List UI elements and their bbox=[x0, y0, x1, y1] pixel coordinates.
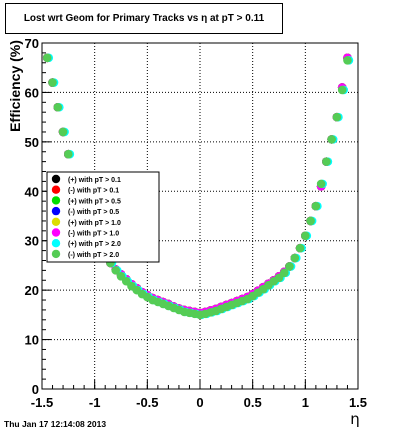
legend-entry: (-) with pT > 1.0 bbox=[51, 228, 119, 238]
data-point bbox=[279, 268, 289, 278]
legend-marker bbox=[51, 196, 61, 205]
legend-label: (-) with pT > 2.0 bbox=[68, 252, 119, 259]
legend-marker bbox=[51, 185, 61, 194]
legend-label: (-) with pT > 1.0 bbox=[68, 231, 119, 238]
chart-title: Lost wrt Geom for Primary Tracks vs η at… bbox=[5, 3, 283, 34]
data-point bbox=[322, 157, 331, 166]
legend-entry: (+) with pT > 0.1 bbox=[51, 174, 121, 184]
timestamp: Thu Jan 17 12:14:08 2013 bbox=[4, 419, 107, 429]
legend: (+) with pT > 0.1 (-) with pT > 0.1 (+) wi… bbox=[46, 171, 160, 263]
y-tick-label: 70 bbox=[25, 36, 39, 51]
grid bbox=[42, 43, 358, 389]
legend-marker bbox=[51, 174, 61, 184]
data-point bbox=[64, 149, 73, 159]
y-axis-label: Efficiency (%) bbox=[7, 40, 23, 132]
legend-entry: (-) with pT > 0.1 bbox=[51, 185, 119, 195]
x-tick-label: -1.5 bbox=[31, 395, 53, 410]
legend-box bbox=[46, 171, 160, 263]
chart-title-text: Lost wrt Geom for Primary Tracks vs η at… bbox=[23, 13, 265, 24]
data-point bbox=[58, 127, 68, 137]
x-tick-label: 0 bbox=[196, 395, 203, 410]
legend-entry: (-) with pT > 2.0 bbox=[51, 249, 119, 259]
data-point bbox=[48, 78, 57, 87]
legend-label: (+) with pT > 2.0 bbox=[68, 241, 121, 248]
axis-ticks bbox=[41, 42, 359, 390]
legend-entry: (+) with pT > 1.0 bbox=[51, 217, 121, 227]
tick-labels: -1.5 -1 -0.5 0 0.5 1 1.5 0 10 20 30 40 50 60 70 bbox=[25, 36, 368, 410]
data-point bbox=[295, 243, 305, 253]
x-tick-label: 1 bbox=[302, 395, 309, 410]
legend-label: (+) with pT > 0.5 bbox=[68, 198, 121, 205]
data-point bbox=[290, 253, 300, 263]
legend-marker bbox=[51, 228, 61, 237]
data-points bbox=[42, 53, 354, 320]
legend-marker bbox=[51, 206, 61, 216]
legend-label: (-) with pT > 0.1 bbox=[68, 188, 119, 195]
y-tick-label: 0 bbox=[32, 382, 39, 397]
legend-label: (-) with pT > 0.5 bbox=[68, 209, 119, 216]
data-point bbox=[285, 262, 294, 271]
x-tick-label: 1.5 bbox=[349, 395, 367, 410]
x-tick-label: 0.5 bbox=[244, 395, 262, 410]
y-tick-label: 60 bbox=[25, 85, 39, 100]
y-tick-label: 50 bbox=[25, 135, 39, 150]
data-point bbox=[111, 266, 121, 275]
y-tick-label: 30 bbox=[25, 234, 39, 249]
data-point bbox=[42, 53, 52, 63]
y-tick-label: 40 bbox=[25, 184, 39, 199]
data-point bbox=[306, 216, 315, 226]
data-point bbox=[301, 231, 310, 241]
data-point bbox=[327, 135, 336, 144]
legend-entry: (+) with pT > 0.5 bbox=[51, 196, 121, 205]
data-point bbox=[316, 179, 326, 189]
data-point bbox=[311, 201, 321, 211]
x-tick-label: -1 bbox=[89, 395, 101, 410]
x-axis-label: η bbox=[350, 410, 360, 428]
legend-marker bbox=[51, 217, 61, 226]
data-point bbox=[332, 112, 342, 122]
y-tick-label: 10 bbox=[25, 333, 39, 348]
legend-entry: (-) with pT > 0.5 bbox=[51, 206, 119, 216]
y-tick-label: 20 bbox=[25, 283, 39, 298]
series-7-points bbox=[42, 53, 352, 320]
data-point bbox=[343, 56, 352, 65]
legend-marker bbox=[51, 239, 61, 248]
legend-label: (+) with pT > 1.0 bbox=[68, 220, 121, 227]
data-point bbox=[337, 85, 347, 95]
legend-label: (+) with pT > 0.1 bbox=[68, 177, 121, 184]
x-tick-label: -0.5 bbox=[136, 395, 158, 410]
data-point bbox=[53, 102, 63, 112]
legend-entry: (+) with pT > 2.0 bbox=[51, 239, 121, 248]
legend-marker bbox=[51, 249, 61, 259]
